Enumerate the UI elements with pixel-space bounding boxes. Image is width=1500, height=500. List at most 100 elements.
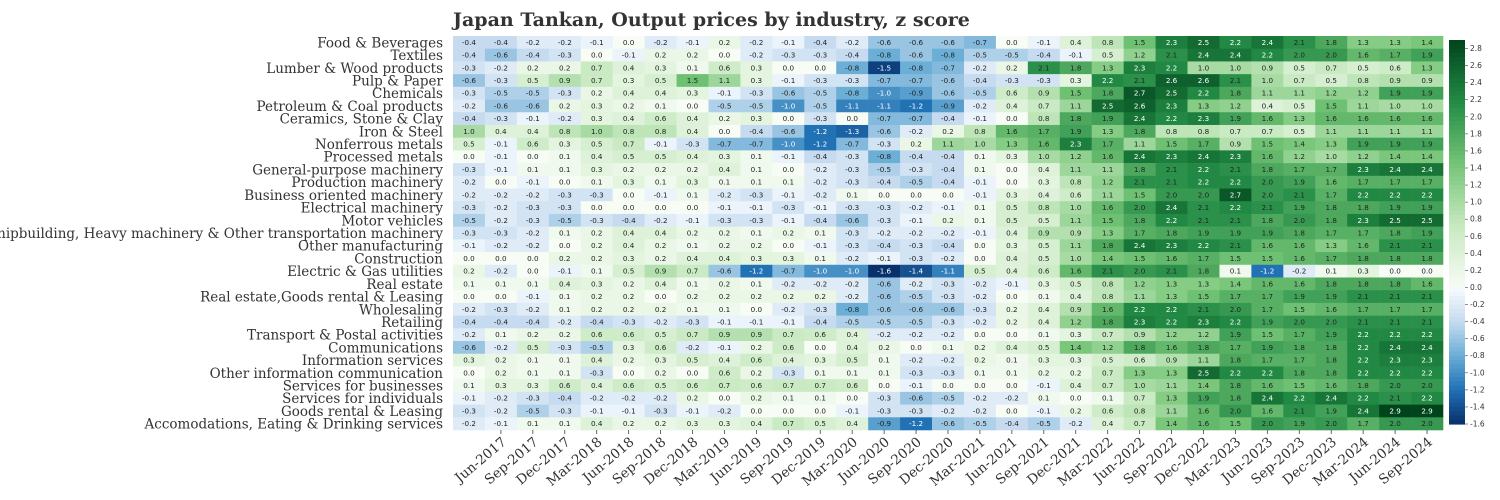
cell-value-label: 0.7 [1326,63,1337,72]
cell-value-label: -0.1 [749,317,763,326]
colorbar-segment [1449,377,1465,382]
colorbar-segment [1449,330,1465,335]
cell-value-label: 0.9 [1134,330,1146,339]
heatmap-cell [772,404,805,418]
heatmap-cell [580,86,613,100]
heatmap-cell [612,226,645,240]
heatmap-cell [484,239,518,253]
heatmap-cell [868,239,901,253]
cell-value-label: 0.8 [1357,76,1369,85]
heatmap-cell [1411,239,1444,253]
cell-value-label: 0.7 [591,63,602,72]
heatmap-cell [612,112,645,126]
heatmap-cell [1059,150,1093,164]
colorbar-segment [1449,44,1465,50]
heatmap-cell [1219,264,1252,278]
heatmap-cell [1155,264,1188,278]
cell-value-label: 1.3 [1294,114,1305,123]
cell-value-label: -0.3 [526,394,540,403]
heatmap-cell [1187,48,1220,62]
cell-value-label: 0.6 [687,381,699,390]
cell-value-label: -0.6 [909,38,923,47]
cell-value-label: 2.4 [1389,165,1401,174]
cell-value-label: 2.2 [1421,330,1432,339]
heatmap-cell [772,86,805,100]
cell-value-label: -0.6 [526,101,540,110]
cell-value-label: 2.2 [1230,38,1241,47]
heatmap-cell [836,315,869,329]
cell-value-label: 0.3 [591,279,602,288]
heatmap-cell [580,124,613,138]
heatmap-cell [1219,239,1252,253]
heatmap-cell [1379,302,1412,316]
cell-value-label: 0.0 [1006,330,1018,339]
cell-value-label: -0.5 [845,317,859,326]
heatmap-cell [963,252,997,266]
heatmap-cell [1411,124,1444,138]
cell-value-label: 1.6 [1198,406,1210,415]
cell-value-label: -0.2 [526,38,540,47]
heatmap-cell [1091,36,1124,50]
heatmap-cell [1315,379,1348,393]
heatmap-cell [1283,252,1316,266]
row-label: Electrical machinery [301,201,444,217]
cell-value-label: -0.6 [941,419,955,428]
heatmap-cell [963,302,997,316]
cell-value-label: 0.4 [591,419,603,428]
cell-value-label: 0.3 [463,356,474,365]
cell-value-label: -1.2 [1260,267,1274,276]
cell-value-label: 0.3 [751,76,762,85]
cell-value-label: 1.7 [1102,140,1113,149]
cell-value-label: 0.2 [719,229,730,238]
heatmap-cell [1411,137,1444,151]
cell-value-label: -0.2 [845,292,859,301]
cell-value-label: 0.5 [1102,51,1113,60]
colorbar-segment [1449,338,1465,344]
cell-value-label: 0.1 [846,190,857,199]
cell-value-label: 2.1 [1262,203,1273,212]
cell-value-label: 0.1 [655,101,666,110]
heatmap-cell [995,61,1029,75]
cell-value-label: 0.3 [1038,178,1049,187]
cell-value-label: 2.1 [1198,216,1209,225]
cell-value-label: 0.8 [1198,127,1210,136]
heatmap-cell [548,48,582,62]
cell-value-label: 0.2 [655,419,666,428]
heatmap-cell [1219,112,1252,126]
heatmap-cell [1411,99,1444,113]
cell-value-label: 0.1 [527,165,538,174]
cell-value-label: 0.1 [815,229,826,238]
heatmap-cell [868,61,901,75]
cell-value-label: 1.6 [1326,305,1338,314]
heatmap-cell [644,150,677,164]
heatmap-cell [1219,353,1252,367]
heatmap-cell [453,124,486,138]
cell-value-label: 1.9 [1230,330,1242,339]
cell-value-label: 1.8 [1262,216,1274,225]
cell-value-label: 1.6 [1102,152,1114,161]
heatmap-cell [1347,252,1380,266]
colorbar-segment [1449,300,1465,306]
cell-value-label: 0.5 [1294,101,1305,110]
cell-value-label: 1.6 [1166,254,1178,263]
heatmap-cell [708,213,741,227]
heatmap-cell [1379,404,1412,418]
cell-value-label: 0.4 [1070,292,1082,301]
cell-value-label: 2.0 [1134,203,1146,212]
heatmap-cell [1219,213,1252,227]
cell-value-label: 1.5 [1070,89,1081,98]
cell-value-label: 1.9 [1294,178,1306,187]
cell-value-label: 1.6 [1294,279,1306,288]
heatmap-cell [453,36,486,50]
cell-value-label: -0.4 [941,152,955,161]
heatmap-cell [1091,175,1124,189]
cell-value-label: 2.0 [1294,317,1306,326]
heatmap-cell [804,315,837,329]
cell-value-label: 1.8 [1134,343,1146,352]
heatmap-cell [644,366,677,380]
colorbar-segment [1449,104,1465,109]
cell-value-label: 1.9 [1357,140,1369,149]
cell-value-label: 2.1 [1134,178,1145,187]
cell-value-label: 1.9 [1230,114,1242,123]
heatmap-cell [644,353,677,367]
